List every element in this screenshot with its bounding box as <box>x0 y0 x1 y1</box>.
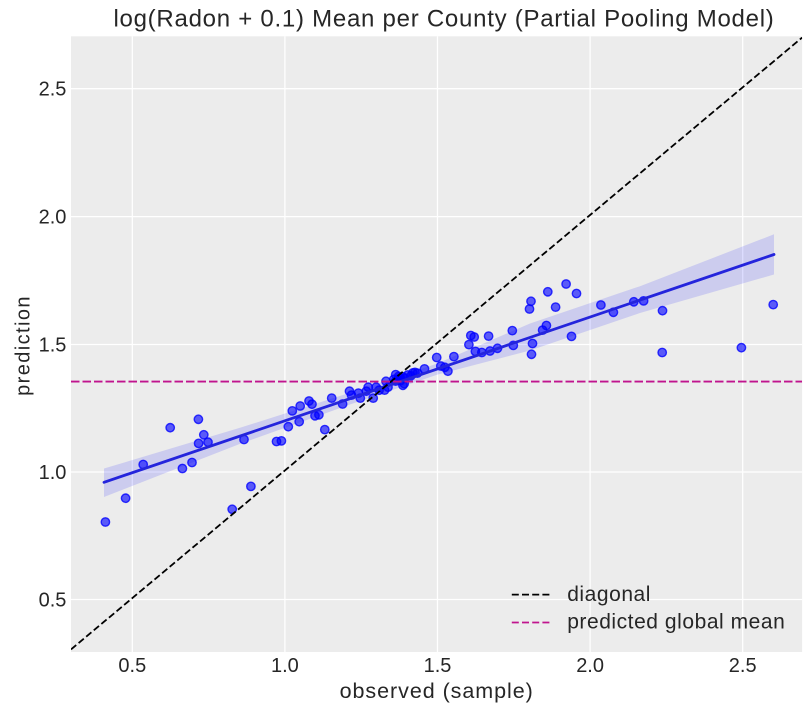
svg-text:2.5: 2.5 <box>39 79 67 101</box>
svg-text:log(Radon + 0.1) Mean per Coun: log(Radon + 0.1) Mean per County (Partia… <box>113 5 774 32</box>
svg-text:prediction: prediction <box>13 295 35 396</box>
svg-text:2.5: 2.5 <box>729 655 757 677</box>
svg-text:1.0: 1.0 <box>271 655 299 677</box>
svg-text:1.5: 1.5 <box>39 334 67 356</box>
svg-text:0.5: 0.5 <box>118 655 146 677</box>
svg-text:2.0: 2.0 <box>39 207 67 229</box>
svg-text:0.5: 0.5 <box>39 589 67 611</box>
svg-text:diagonal: diagonal <box>567 583 651 606</box>
svg-text:1.5: 1.5 <box>424 655 452 677</box>
svg-text:2.0: 2.0 <box>576 655 604 677</box>
svg-text:observed (sample): observed (sample) <box>340 679 534 703</box>
svg-text:1.0: 1.0 <box>39 462 67 484</box>
svg-text:predicted global mean: predicted global mean <box>567 611 785 634</box>
